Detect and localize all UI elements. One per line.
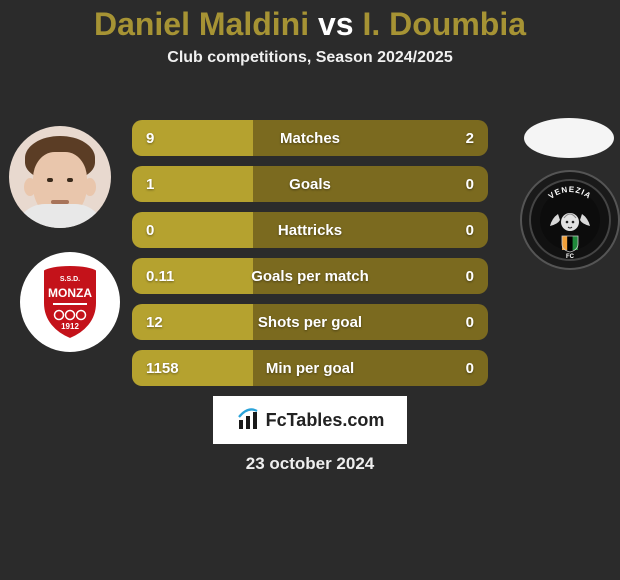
stats-table: 9 Matches 2 1 Goals 0 0 Hattricks 0 0.11… xyxy=(132,120,488,396)
fctables-attribution: FcTables.com xyxy=(213,396,407,444)
monza-ssd-text: S.S.D. xyxy=(60,276,80,283)
stat-left-value: 12 xyxy=(146,314,163,331)
subtitle: Club competitions, Season 2024/2025 xyxy=(0,49,620,67)
stat-label: Matches xyxy=(280,130,340,147)
stat-label: Goals xyxy=(289,176,331,193)
stat-left-value: 0.11 xyxy=(146,268,174,285)
stat-row-goals-per-match: 0.11 Goals per match 0 xyxy=(132,258,488,294)
stat-right-value: 0 xyxy=(466,268,474,285)
stat-left-value: 1158 xyxy=(146,360,179,377)
monza-year-text: 1912 xyxy=(61,322,79,331)
stat-label: Goals per match xyxy=(251,268,369,285)
player1-eye-left xyxy=(47,178,53,182)
stat-right-value: 0 xyxy=(466,360,474,377)
stat-row-hattricks: 0 Hattricks 0 xyxy=(132,212,488,248)
stat-right-value: 2 xyxy=(466,130,474,147)
player1-club-badge: S.S.D. MONZA 1912 xyxy=(20,252,120,352)
stat-right-value: 0 xyxy=(466,176,474,193)
monza-name-text: MONZA xyxy=(48,286,92,300)
title-player2: I. Doumbia xyxy=(362,6,526,42)
stat-right-value: 0 xyxy=(466,314,474,331)
monza-shield-icon: S.S.D. MONZA 1912 xyxy=(39,263,101,341)
stat-label: Shots per goal xyxy=(258,314,362,331)
stat-left-value: 1 xyxy=(146,176,154,193)
stat-left-value: 9 xyxy=(146,130,154,147)
title-vs: vs xyxy=(309,6,362,42)
fctables-brand-text: FcTables.com xyxy=(266,410,385,431)
player1-jersey xyxy=(15,204,105,228)
stat-label: Hattricks xyxy=(278,222,342,239)
monza-divider xyxy=(53,303,87,305)
stat-row-shots-per-goal: 12 Shots per goal 0 xyxy=(132,304,488,340)
stat-row-min-per-goal: 1158 Min per goal 0 xyxy=(132,350,488,386)
venezia-shield-icon xyxy=(562,236,578,252)
venezia-badge-icon: VENEZIA FC xyxy=(528,178,612,262)
stat-row-goals: 1 Goals 0 xyxy=(132,166,488,202)
player2-club-badge: VENEZIA FC xyxy=(520,170,620,270)
fctables-logo-icon xyxy=(236,408,260,432)
page-title: Daniel Maldini vs I. Doumbia xyxy=(0,0,620,43)
stat-row-matches: 9 Matches 2 xyxy=(132,120,488,156)
player1-photo xyxy=(9,126,111,228)
stat-label: Min per goal xyxy=(266,360,354,377)
player1-eye-right xyxy=(67,178,73,182)
player2-photo-placeholder xyxy=(524,118,614,158)
stat-left-value: 0 xyxy=(146,222,154,239)
title-player1: Daniel Maldini xyxy=(94,6,309,42)
stat-right-value: 0 xyxy=(466,222,474,239)
snapshot-date: 23 october 2024 xyxy=(246,454,375,474)
venezia-fc-text: FC xyxy=(566,254,575,260)
